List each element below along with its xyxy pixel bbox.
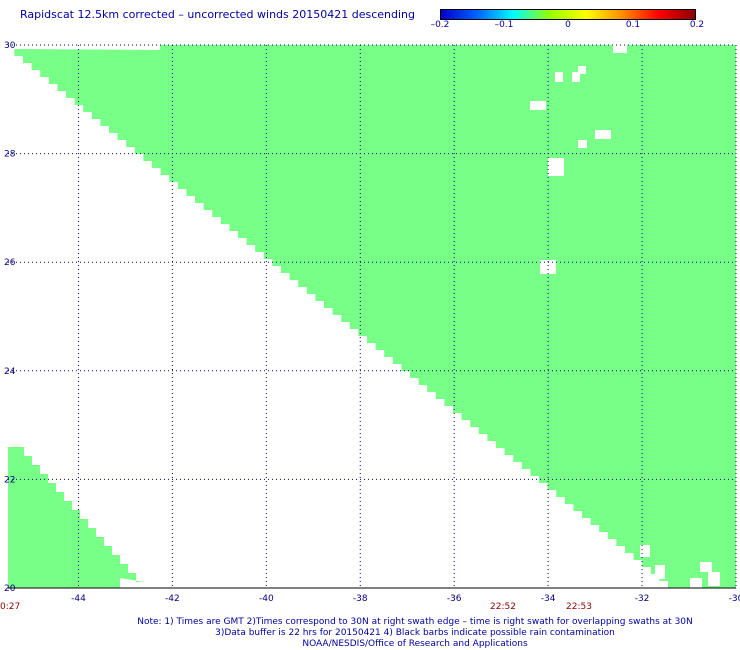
latitude-tick-label: 20 [4, 584, 16, 594]
latitude-tick-label: 24 [4, 367, 16, 377]
longitude-tick-label: -40 [259, 594, 274, 604]
missing-data-cell [690, 578, 702, 588]
swath-time-label: 22:53 [566, 602, 592, 612]
latitude-tick-label: 30 [4, 41, 16, 51]
colorbar [440, 9, 696, 20]
colorbar-tick-label: –0.1 [494, 20, 514, 30]
swath-time-label: 22:52 [490, 602, 516, 612]
colorbar-tick-label: –0.2 [430, 20, 450, 30]
longitude-tick-label: -30 [729, 594, 740, 604]
swath-fill-layer [8, 45, 736, 588]
swath-right [14, 45, 736, 588]
missing-data-cell [548, 158, 564, 176]
missing-data-cell [613, 45, 627, 53]
map-grid [8, 44, 737, 589]
missing-data-cell [578, 140, 587, 148]
colorbar-tick-label: 0.2 [689, 20, 705, 30]
longitude-tick-label: -34 [541, 594, 556, 604]
longitude-tick-label: -36 [447, 594, 462, 604]
swath-left [8, 447, 144, 588]
note-line-1: Note: 1) Times are GMT 2)Times correspon… [137, 617, 693, 627]
longitude-tick-label: -32 [635, 594, 650, 604]
swath-time-label: 0:27 [0, 602, 20, 612]
missing-data-cell [700, 562, 712, 572]
colorbar-tick-label: 0.1 [625, 20, 641, 30]
missing-data-cell [530, 101, 546, 110]
note-line-3: NOAA/NESDIS/Office of Research and Appli… [302, 639, 528, 649]
missing-data-cell [540, 260, 556, 274]
longitude-tick-label: -44 [71, 594, 86, 604]
missing-data-cell [595, 130, 611, 139]
latitude-tick-label: 26 [4, 258, 16, 268]
colorbar-tick-label: 0 [565, 20, 571, 30]
note-line-2: 3)Data buffer is 22 hrs for 20150421 4) … [215, 628, 615, 638]
missing-data-cell [572, 72, 580, 82]
longitude-tick-label: -38 [353, 594, 368, 604]
axis-labels: -44 -42 -40 -38 -36 -34 -32 -30 30 28 26 24 22 20 0:27… [0, 41, 740, 612]
missing-data-cell [708, 572, 720, 586]
latitude-tick-label: 22 [4, 475, 15, 485]
longitude-tick-label: -42 [165, 594, 180, 604]
latitude-tick-label: 28 [4, 150, 16, 160]
missing-data-cell [578, 66, 586, 74]
missing-data-cell [555, 72, 563, 82]
chart-title: Rapidscat 12.5km corrected – uncorrected… [20, 8, 416, 21]
missing-data-cell [640, 545, 650, 557]
missing-data-cell [655, 565, 665, 579]
